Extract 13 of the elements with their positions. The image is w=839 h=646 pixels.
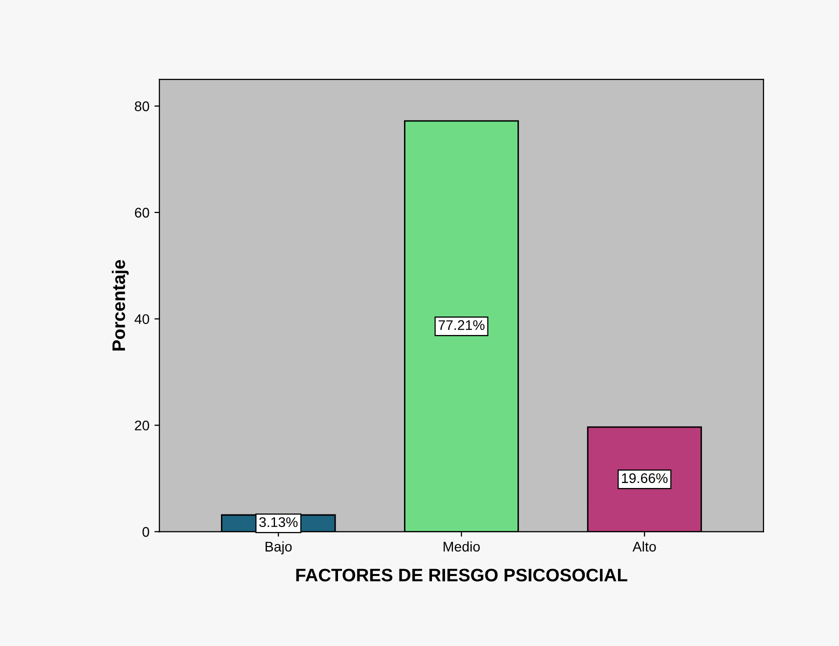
y-tick-label: 40: [134, 314, 150, 324]
x-tick-label: Alto: [632, 541, 656, 552]
y-tick-label: 60: [134, 208, 150, 218]
data-label: 3.13%: [259, 517, 298, 528]
data-label: 19.66%: [622, 473, 668, 484]
data-label: 77.21%: [438, 320, 485, 330]
y-tick-label: 0: [142, 526, 150, 537]
y-tick-label: 80: [134, 101, 150, 112]
y-tick-label: 20: [134, 420, 150, 430]
x-tick-label: Bajo: [266, 541, 292, 554]
y-axis-title: Porcentaje: [112, 260, 129, 351]
x-tick-label: Medio: [444, 541, 480, 552]
x-axis-title: FACTORES DE RIESGO PSICOSOCIAL: [296, 568, 628, 582]
